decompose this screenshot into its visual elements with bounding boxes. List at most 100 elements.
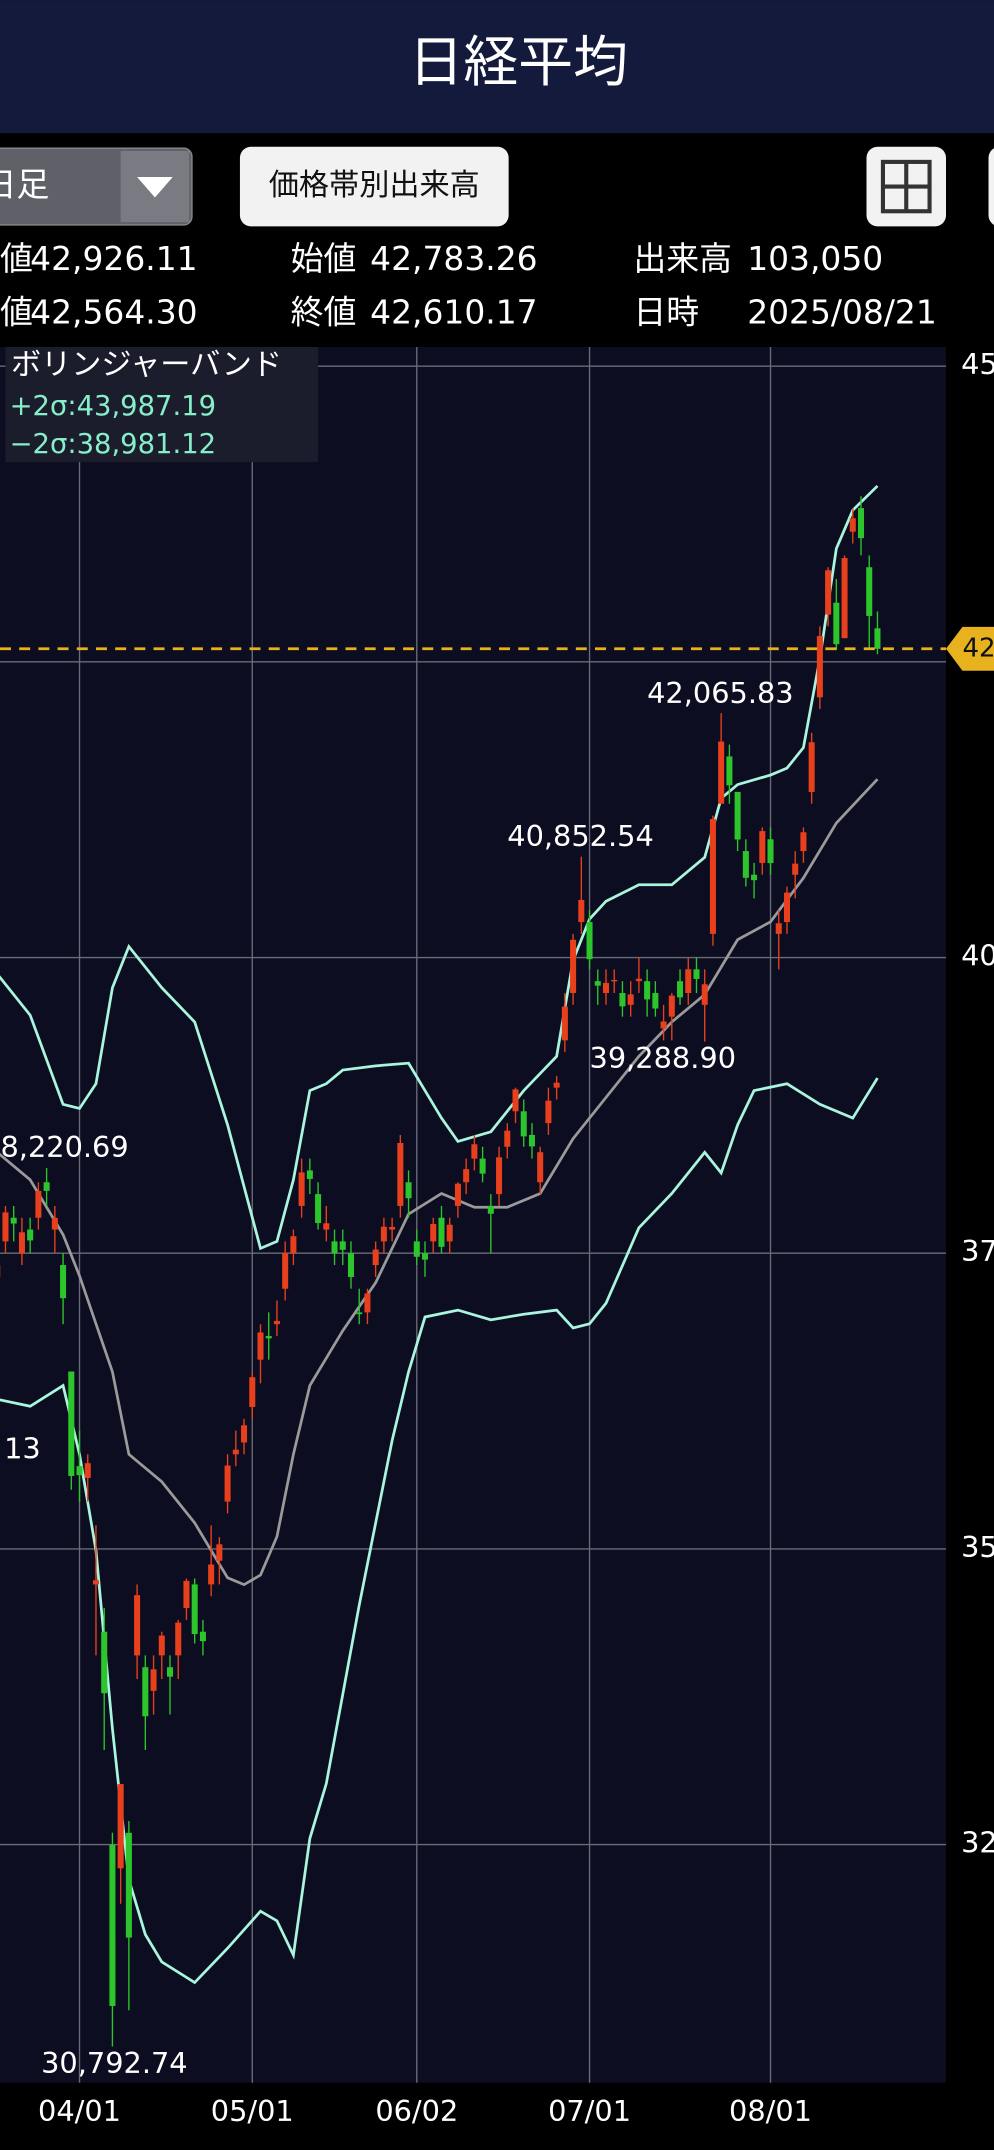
candle-body: [60, 1265, 67, 1299]
candle-body: [833, 602, 840, 645]
candle-body: [800, 832, 807, 852]
candle-body: [520, 1111, 527, 1137]
candle-body: [43, 1182, 50, 1191]
candle-body: [775, 923, 782, 934]
x-tick-label: 08/01: [729, 2094, 812, 2128]
candle-body: [652, 993, 659, 1009]
candle-body: [158, 1635, 165, 1656]
price-tag-label: 42,610.17: [962, 633, 994, 663]
candle-body: [84, 1463, 91, 1478]
candle-body: [751, 874, 758, 881]
candle-body: [134, 1595, 141, 1656]
candles: [0, 496, 881, 2047]
candle-body: [454, 1183, 461, 1206]
candle-body: [841, 557, 848, 639]
candle-body: [504, 1130, 511, 1147]
candle-body: [701, 984, 708, 1005]
volume-button[interactable]: [239, 146, 509, 227]
candle-body: [792, 863, 799, 875]
legend-item: −2σ:38,981.12: [10, 429, 216, 460]
info-value: 42,564.30: [30, 293, 197, 332]
candle-body: [315, 1194, 322, 1224]
candle-body: [142, 1667, 149, 1717]
info-value: 42,610.17: [370, 293, 537, 332]
annotation: 13: [4, 1432, 41, 1466]
candle-body: [101, 1631, 108, 1694]
candle-body: [224, 1465, 231, 1502]
candle-body: [825, 570, 832, 615]
more-button[interactable]: [988, 147, 994, 227]
candle-body: [759, 831, 766, 863]
candle-body: [68, 1371, 75, 1476]
candle-body: [249, 1377, 256, 1407]
candle-body: [76, 1466, 83, 1476]
candle-body: [397, 1142, 404, 1206]
price-tag: [946, 626, 994, 671]
candle-body: [693, 969, 700, 979]
candle-body: [742, 851, 749, 878]
candle-body: [430, 1224, 437, 1242]
candle-body: [257, 1332, 264, 1360]
candle-body: [2, 1212, 9, 1242]
candle-body: [528, 1134, 535, 1147]
candle-body: [372, 1249, 379, 1266]
candle-body: [364, 1293, 371, 1313]
candle-body: [191, 1584, 198, 1635]
candle-body: [627, 994, 634, 1005]
candle-body: [668, 995, 675, 1017]
info-label: 始値: [291, 239, 357, 278]
candle-body: [166, 1667, 174, 1677]
candle-body: [35, 1190, 42, 1218]
candle-body: [570, 939, 577, 994]
layout-button[interactable]: [866, 146, 947, 227]
candle-body: [537, 1152, 544, 1183]
dropdown-arrow: [137, 176, 173, 198]
candle-body: [857, 508, 865, 539]
y-tick-label: 35,000: [961, 1530, 994, 1564]
candle-body: [422, 1253, 429, 1260]
candle-body: [183, 1580, 190, 1609]
candle-body: [479, 1158, 486, 1174]
header-bar: [0, 0, 994, 134]
candle-body: [463, 1169, 470, 1183]
candle-body: [117, 1784, 124, 1869]
x-tick-label: 04/01: [38, 2094, 121, 2128]
candle-body: [767, 839, 774, 864]
candle-body: [644, 981, 651, 1000]
candle-body: [51, 1217, 58, 1230]
candle-body: [347, 1253, 355, 1278]
candle-body: [438, 1217, 445, 1247]
grid: [0, 346, 947, 2083]
candle-body: [487, 1205, 494, 1214]
candle-body: [512, 1089, 519, 1112]
candle-body: [578, 899, 585, 923]
candle-body: [619, 993, 626, 1007]
candle-body: [545, 1100, 552, 1124]
band-line: [0, 484, 879, 1251]
y-tick-label: 45,000: [961, 347, 994, 381]
candle-body: [446, 1224, 453, 1242]
annotation: 40,852.54: [507, 819, 653, 853]
candle-body: [290, 1236, 297, 1254]
candle-body: [109, 1844, 116, 2006]
candle-body: [413, 1241, 420, 1257]
candle-body: [125, 1832, 132, 1938]
candle-body: [27, 1229, 34, 1241]
period-dropdown[interactable]: 日足: [0, 147, 193, 226]
annotation: 30,792.74: [41, 2046, 187, 2080]
legend: ボリンジャーバンド +2σ:43,987.19 −2σ:38,981.12: [5, 346, 319, 463]
candle-body: [496, 1157, 503, 1195]
candle-body: [306, 1170, 313, 1179]
candle-body: [92, 1580, 99, 1585]
info-value: 2025/08/21: [747, 293, 937, 332]
candle-body: [816, 636, 823, 698]
x-tick-label: 07/01: [548, 2094, 631, 2128]
info-label: 高値: [0, 239, 33, 278]
candle-body: [561, 1006, 568, 1041]
volume-button-label: 価格帯別出来高: [269, 168, 480, 203]
candle-body: [339, 1241, 346, 1250]
candle-body: [331, 1241, 338, 1254]
candle-body: [18, 1232, 25, 1254]
annotations: 42,065.83 40,852.54 39,288.90 30,792.74 …: [0, 676, 794, 2080]
